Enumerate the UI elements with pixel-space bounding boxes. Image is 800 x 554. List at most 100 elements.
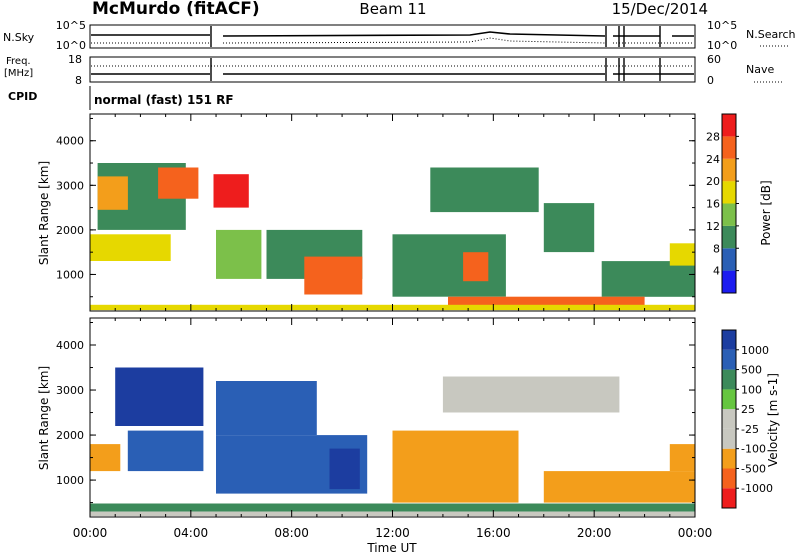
power-region-8: [392, 234, 506, 297]
nsearch-bottom-tick: 10^0: [707, 39, 737, 52]
velocity-colorbar-block-3: [722, 428, 736, 449]
time-axis: 00:00 04:00 08:00 12:00 16:00 20:00 00:00: [73, 526, 713, 540]
power-colorbar-block-3: [722, 203, 736, 226]
nsky-frame: [89, 24, 696, 49]
time-tick-label-5: 20:00: [577, 526, 612, 540]
velocity-region-0: [115, 367, 204, 426]
power-colorbar-label-4: 20: [706, 175, 720, 188]
nsky-panel: N.Sky 10^5 10^0 10^5 10^0 N.Search: [3, 19, 796, 52]
beam-title: Beam 11: [359, 0, 426, 18]
velocity-region-5: [329, 448, 360, 490]
velocity-panel: 1000 2000 3000 4000 Slant Range [km]: [37, 317, 696, 518]
power-colorbar-label-2: 12: [706, 220, 720, 233]
power-region-5: [216, 229, 262, 279]
power-region-10: [430, 167, 539, 213]
velocity-region-7: [442, 376, 620, 413]
nsky-bottom-tick: 10^0: [56, 39, 86, 52]
velocity-colorbar-label-3: 25: [741, 403, 755, 416]
time-tick-label-6: 00:00: [678, 526, 713, 540]
nave-label: Nave: [746, 63, 774, 76]
power-colorbar-label-3: 16: [706, 198, 720, 211]
velocity-colorbar-label: Velocity [m s-1]: [766, 373, 780, 467]
velocity-colorbar-block-6: [722, 369, 736, 390]
velocity-colorbar-blocks: 1000 500 100 25 -25 -100 -500 -1000: [721, 329, 773, 509]
freq-frame: [89, 56, 696, 83]
time-tick-label-3: 12:00: [375, 526, 410, 540]
freq-panel: Freq. [MHz] 18 8 60 0 Nave: [4, 53, 782, 87]
power-colorbar-block-2: [722, 225, 736, 249]
velocity-region-9: [669, 444, 695, 472]
velocity-axes: 1000 2000 3000 4000: [56, 318, 696, 517]
power-data: [90, 163, 695, 311]
cpid-value: normal (fast) 151 RF: [94, 93, 234, 107]
velocity-colorbar-frame: [721, 329, 737, 509]
power-region-3: [213, 174, 249, 208]
power-colorbar-label-1: 8: [713, 242, 720, 255]
power-colorbar-label-6: 28: [706, 130, 720, 143]
velocity-ylabel: Slant Range [km]: [37, 366, 51, 470]
power-ytick-label-1: 2000: [56, 224, 84, 237]
power-region-11: [543, 203, 595, 253]
power-region-4: [90, 234, 171, 261]
nave-top-tick: 60: [707, 53, 721, 66]
power-region-7: [304, 256, 363, 295]
power-colorbar-block-4: [722, 181, 736, 204]
power-ytick-label-2: 3000: [56, 179, 84, 192]
velocity-colorbar-label-4: -25: [741, 423, 759, 436]
velocity-colorbar-label-0: 1000: [741, 344, 769, 357]
nsky-gaps: [210, 26, 661, 47]
velocity-colorbar-label-6: -500: [741, 462, 766, 475]
time-tick-label-0: 00:00: [73, 526, 108, 540]
velocity-colorbar-block-0: [722, 488, 736, 508]
power-colorbar-block-1: [722, 248, 736, 271]
power-colorbar: 4 8 12 16 20 24 28 Power [dB]: [706, 113, 773, 294]
nsky-top-tick: 10^5: [56, 19, 86, 32]
power-colorbar-block-0: [722, 270, 736, 293]
velocity-ytick-label-1: 2000: [56, 429, 84, 442]
velocity-colorbar-block-8: [722, 330, 736, 350]
power-region-2: [97, 176, 128, 210]
velocity-colorbar-label-5: -100: [741, 443, 766, 456]
power-colorbar-block-7: [722, 114, 736, 137]
power-region-1: [158, 167, 199, 199]
velocity-region-3: [127, 430, 204, 472]
velocity-colorbar-label-7: -1000: [741, 482, 773, 495]
power-region-12: [601, 261, 695, 297]
velocity-data: [90, 367, 696, 517]
cpid-label: CPID: [8, 90, 37, 103]
power-region-13: [669, 243, 695, 266]
station-title: McMurdo (fitACF): [92, 0, 260, 19]
velocity-colorbar-block-4: [722, 409, 736, 429]
time-tick-label-2: 08:00: [274, 526, 309, 540]
velocity-ytick-label-2: 3000: [56, 384, 84, 397]
power-ylabel: Slant Range [km]: [37, 161, 51, 265]
power-colorbar-block-5: [722, 158, 736, 182]
power-ytick-label-0: 1000: [56, 268, 84, 281]
freq-top-tick: 18: [68, 53, 82, 66]
velocity-ytick-label-3: 4000: [56, 339, 84, 352]
nsearch-trace: [91, 37, 694, 44]
velocity-colorbar-label-2: 100: [741, 383, 762, 396]
velocity-colorbar-block-7: [722, 349, 736, 370]
nsearch-top-tick: 10^5: [707, 19, 737, 32]
date-title: 15/Dec/2014: [612, 0, 708, 18]
velocity-region-8: [543, 471, 696, 503]
nave-bottom-tick: 0: [707, 74, 714, 87]
velocity-region-2: [90, 444, 121, 472]
velocity-region-10: [90, 503, 695, 512]
power-colorbar-label: Power [dB]: [759, 180, 773, 245]
power-colorbar-label-5: 24: [706, 153, 720, 166]
freq-bottom-tick: 8: [75, 74, 82, 87]
velocity-colorbar-block-2: [722, 448, 736, 469]
nsky-label: N.Sky: [3, 31, 35, 44]
freq-unit-label: [MHz]: [4, 68, 33, 79]
velocity-region-1: [216, 381, 317, 435]
power-panel: 1000 2000 3000 4000 Slant Range [km]: [37, 113, 696, 312]
velocity-region-6: [392, 430, 519, 503]
velocity-colorbar-block-1: [722, 468, 736, 489]
freq-label: Freq.: [6, 56, 31, 67]
time-tick-label-1: 04:00: [174, 526, 209, 540]
nsky-trace: [91, 31, 694, 37]
freq-gaps: [210, 58, 661, 81]
